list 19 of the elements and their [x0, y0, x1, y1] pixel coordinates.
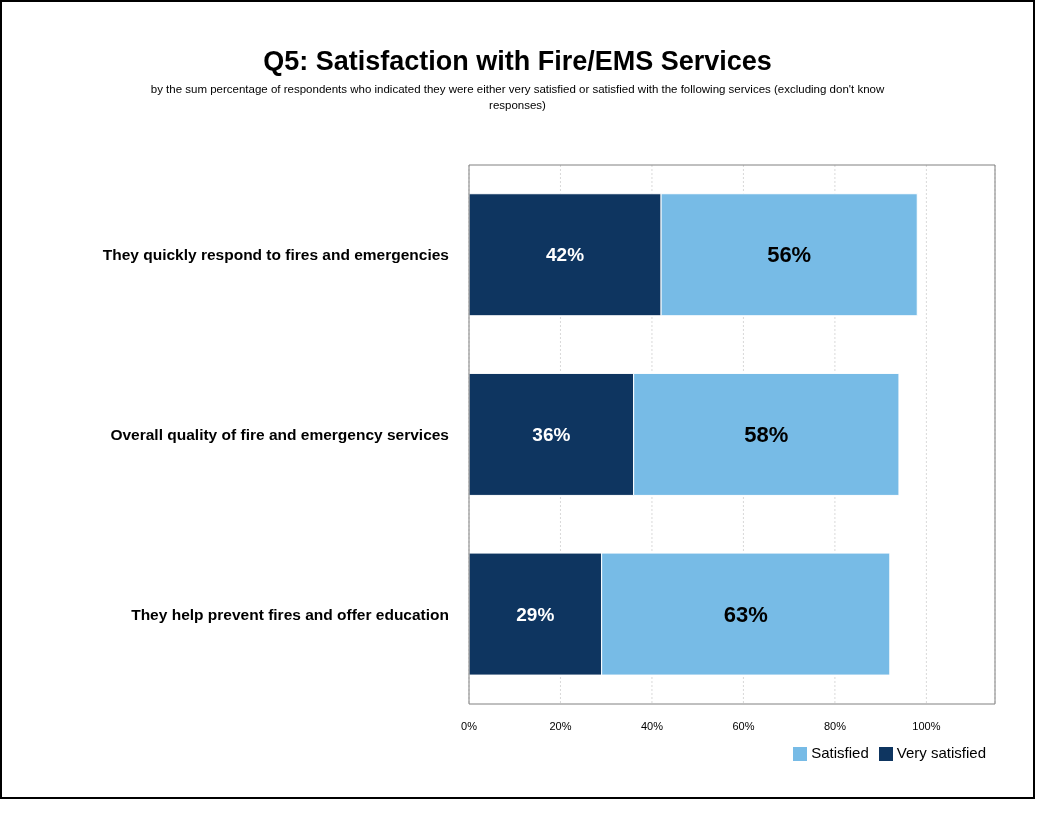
data-label: 36% [532, 423, 571, 445]
y-tick-label: Overall quality of fire and emergency services [110, 426, 449, 443]
data-label: 58% [744, 421, 789, 447]
data-label: 56% [767, 242, 812, 268]
chart-title: Q5: Satisfaction with Fire/EMS Services [262, 46, 773, 77]
legend-label: Very satisfied [896, 744, 986, 761]
data-label: 42% [546, 244, 585, 266]
y-tick-label: They help prevent fires and offer education [131, 605, 449, 623]
data-label: 63% [723, 601, 768, 627]
legend-label: Satisfied [811, 744, 869, 761]
x-tick-label: 100% [912, 719, 941, 732]
x-tick-label: 80% [823, 719, 847, 732]
x-tick-label: 20% [549, 719, 572, 732]
x-tick-label: 60% [732, 719, 755, 732]
x-tick-label: 0% [461, 719, 478, 732]
x-tick-label: 40% [640, 719, 664, 732]
chart-subtitle: by the sum percentage of respondents who indicated they were either very satisfied or satisfied with the following services (excluding don't know responses) [149, 82, 886, 113]
data-label: 29% [516, 603, 555, 625]
y-tick-label: They quickly respond to fires and emergencies [102, 246, 449, 264]
